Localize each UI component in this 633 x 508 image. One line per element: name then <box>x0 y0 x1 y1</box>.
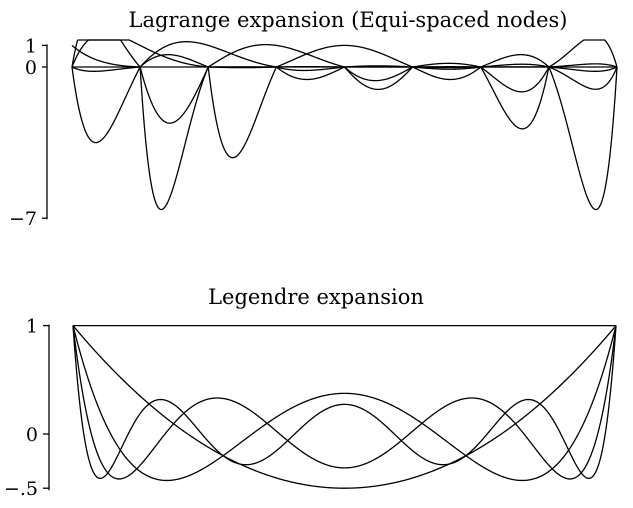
legendre-tick-label: 0 <box>26 424 38 446</box>
lagrange-tick-label: 0 <box>25 57 37 79</box>
legendre-series-p6 <box>72 325 617 480</box>
legendre-y-axis: 1 0 −.5 <box>4 316 50 500</box>
lagrange-title: Lagrange expansion (Equi-spaced nodes) <box>129 8 568 32</box>
lagrange-series-4 <box>71 44 618 72</box>
lagrange-series-2 <box>71 41 618 144</box>
legendre-series-p4 <box>72 325 617 482</box>
legendre-series-p8 <box>72 325 617 480</box>
legendre-tick-label: 1 <box>26 316 38 338</box>
legendre-chart: Legendre expansion 1 0 −.5 <box>4 285 617 500</box>
lagrange-series-3 <box>71 39 618 124</box>
lagrange-tick-label: 1 <box>25 35 37 57</box>
legendre-tick-label: −.5 <box>4 478 38 500</box>
lagrange-chart: Lagrange expansion (Equi-spaced nodes) 1… <box>9 8 618 230</box>
legendre-title: Legendre expansion <box>208 285 424 309</box>
lagrange-y-axis: 10 −7 <box>9 35 48 230</box>
legendre-curves <box>72 325 617 489</box>
lagrange-curves <box>71 39 618 211</box>
legendre-series-p2 <box>72 325 617 489</box>
lagrange-tick-label: −7 <box>9 208 37 230</box>
lagrange-series-0 <box>71 44 618 211</box>
